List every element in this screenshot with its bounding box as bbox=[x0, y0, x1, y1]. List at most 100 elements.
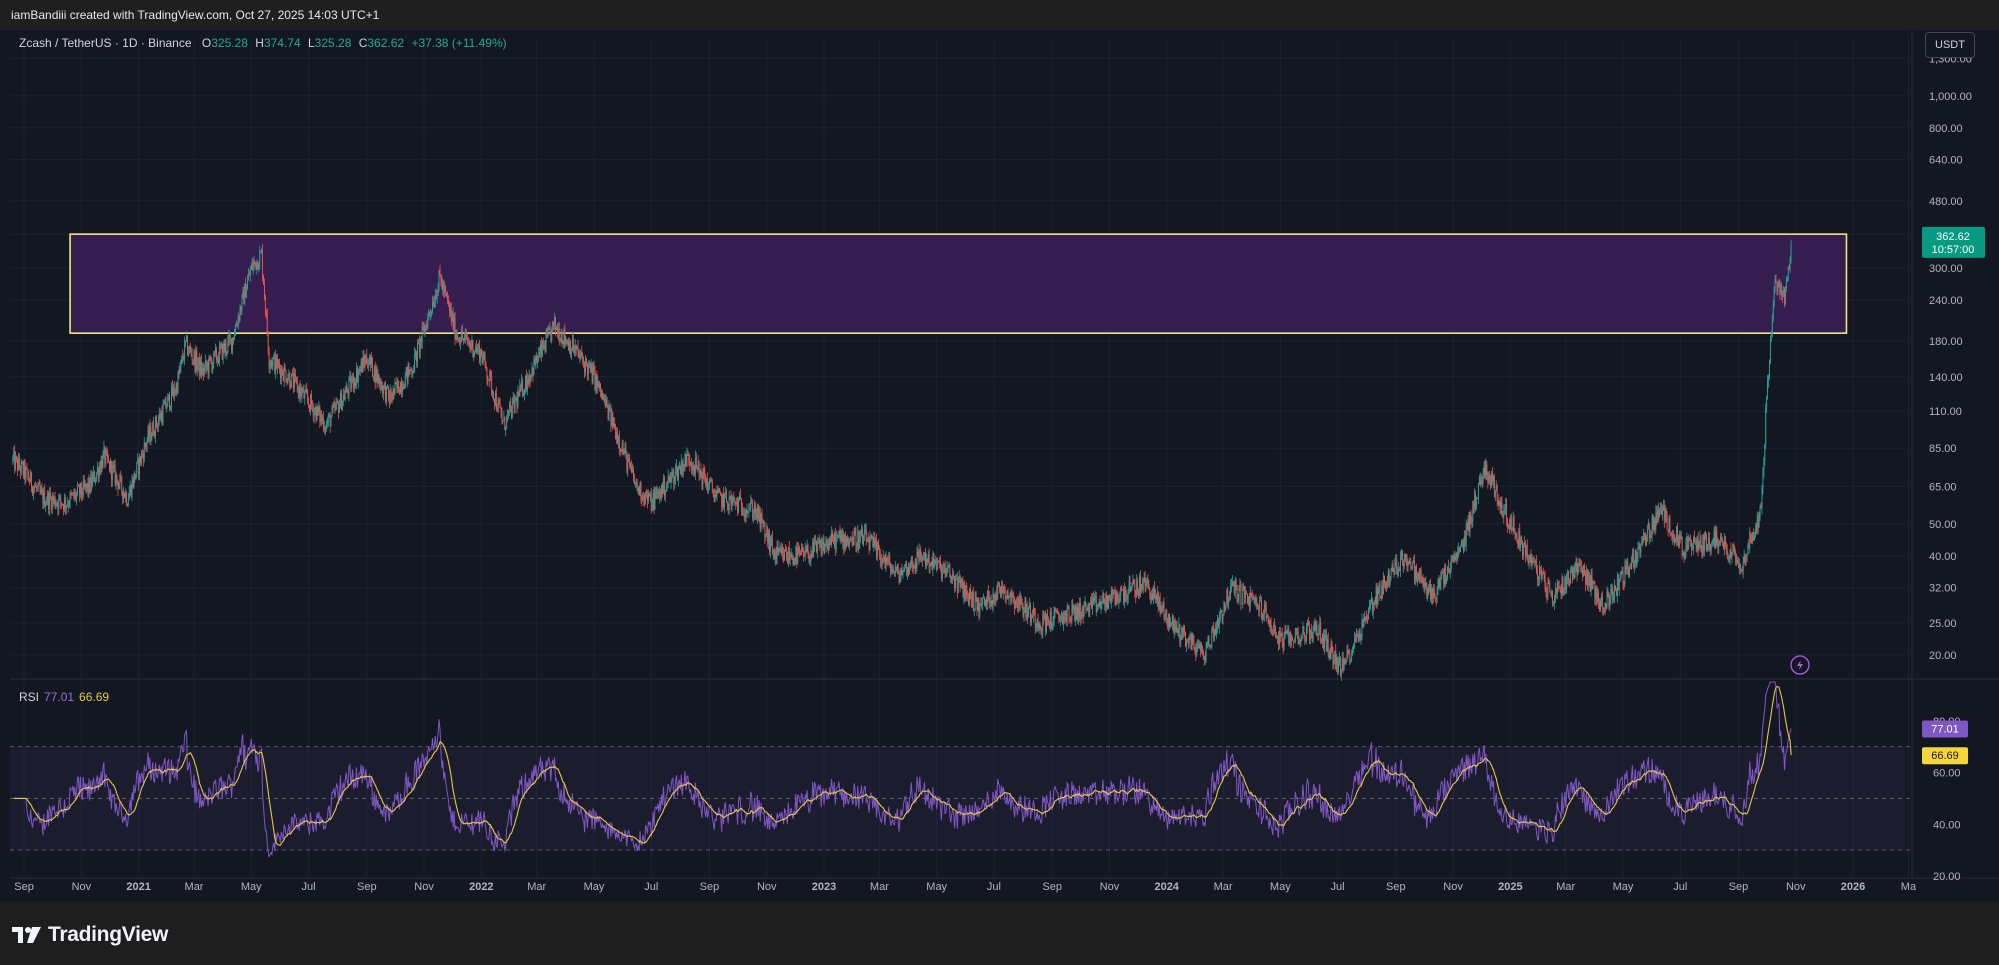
candle-body bbox=[637, 487, 639, 491]
candle-body bbox=[1487, 474, 1489, 483]
candle-body bbox=[1191, 634, 1193, 650]
candle-body bbox=[888, 556, 890, 562]
candle-body bbox=[1244, 589, 1246, 598]
candle-body bbox=[897, 565, 899, 575]
candle-body bbox=[667, 476, 669, 484]
candle-body bbox=[965, 585, 967, 602]
candle-body bbox=[1535, 561, 1537, 563]
candle-body bbox=[188, 346, 190, 353]
candle-body bbox=[1436, 589, 1438, 599]
candle-body bbox=[813, 541, 815, 553]
candle-body bbox=[1392, 566, 1394, 571]
candle-body bbox=[1051, 627, 1053, 629]
candle-body bbox=[918, 555, 920, 560]
candle-body bbox=[322, 418, 324, 421]
candle-body bbox=[1616, 575, 1618, 596]
candle-body bbox=[816, 541, 817, 552]
candle-body bbox=[388, 394, 390, 404]
candle-body bbox=[1588, 571, 1590, 580]
tradingview-logo[interactable]: TradingView bbox=[12, 922, 168, 948]
candle-body bbox=[1261, 600, 1262, 619]
candle-body bbox=[1094, 596, 1096, 598]
symbol-legend[interactable]: Zcash / TetherUS · 1D · Binance O325.28 … bbox=[19, 36, 511, 50]
candle-body bbox=[1227, 589, 1229, 604]
candle-body bbox=[543, 345, 545, 348]
candle-body bbox=[687, 453, 689, 455]
price-tick-label: 20.00 bbox=[1929, 650, 1957, 662]
candle-body bbox=[84, 483, 86, 487]
candle-body bbox=[604, 397, 606, 407]
candle-body bbox=[1296, 631, 1298, 633]
candle-body bbox=[1255, 598, 1257, 602]
candle-body bbox=[1143, 576, 1145, 581]
candle-body bbox=[1233, 585, 1235, 594]
candle-body bbox=[13, 451, 15, 458]
candle-body bbox=[595, 374, 597, 389]
candle-body bbox=[1695, 542, 1697, 550]
candle-body bbox=[229, 335, 231, 339]
candle-body bbox=[1673, 534, 1675, 537]
candle-body bbox=[766, 529, 768, 535]
candle-body bbox=[1129, 580, 1131, 591]
candle-body bbox=[41, 490, 43, 492]
candle-body bbox=[1263, 604, 1265, 615]
candle-body bbox=[1706, 537, 1708, 550]
candle-body bbox=[162, 405, 164, 423]
symbol-name[interactable]: Zcash / TetherUS · 1D · Binance bbox=[19, 36, 192, 50]
candle-body bbox=[1557, 581, 1559, 587]
candle-body bbox=[372, 376, 374, 379]
candle-body bbox=[703, 467, 705, 473]
time-tick-label: May bbox=[1270, 881, 1291, 893]
currency-button[interactable]: USDT bbox=[1925, 32, 1975, 58]
candle-body bbox=[324, 428, 325, 430]
candle-body bbox=[1461, 541, 1462, 547]
candle-body bbox=[939, 561, 941, 568]
candle-body bbox=[803, 555, 805, 557]
candle-body bbox=[950, 575, 952, 582]
candle-body bbox=[832, 538, 834, 543]
candle-body bbox=[709, 479, 711, 481]
price-tick-label: 110.00 bbox=[1929, 406, 1962, 418]
candle-body bbox=[1346, 649, 1348, 662]
candle-body bbox=[1006, 590, 1008, 598]
candle-body bbox=[94, 471, 95, 483]
candle-body bbox=[143, 443, 145, 461]
candle-body bbox=[1269, 620, 1271, 627]
candle-body bbox=[363, 356, 365, 362]
candle-body bbox=[1350, 658, 1352, 660]
candle-body bbox=[1001, 586, 1003, 593]
candle-body bbox=[1469, 511, 1471, 533]
candle-body bbox=[137, 458, 139, 463]
candle-body bbox=[939, 560, 940, 562]
candle-body bbox=[984, 597, 986, 606]
candle-body bbox=[1174, 620, 1176, 631]
candle-body bbox=[85, 483, 87, 488]
candle-body bbox=[1554, 588, 1556, 599]
candle-body bbox=[568, 341, 570, 351]
candle-body bbox=[252, 264, 254, 270]
candle-body bbox=[1108, 595, 1110, 597]
candle-body bbox=[1130, 589, 1132, 591]
candle-body bbox=[619, 448, 621, 451]
candle-body bbox=[1686, 537, 1688, 545]
candle-body bbox=[1705, 533, 1707, 538]
candle-body bbox=[844, 534, 846, 548]
chart-frame[interactable] bbox=[0, 30, 1999, 902]
rsi-legend[interactable]: RSI 77.01 66.69 bbox=[19, 690, 109, 704]
candle-body bbox=[1121, 586, 1123, 590]
candle-body bbox=[263, 284, 265, 298]
candle-body bbox=[1368, 609, 1370, 619]
candle-body bbox=[249, 269, 251, 276]
candle-body bbox=[442, 283, 444, 290]
time-tick-label: May bbox=[584, 881, 605, 893]
candle-body bbox=[1381, 585, 1383, 599]
rsi-label[interactable]: RSI bbox=[19, 690, 40, 704]
candle-body bbox=[1167, 618, 1169, 628]
candle-body bbox=[1664, 509, 1666, 522]
candle-body bbox=[73, 492, 75, 498]
candle-body bbox=[1046, 613, 1047, 632]
candle-body bbox=[248, 274, 250, 276]
candle-body bbox=[114, 465, 116, 484]
candle-body bbox=[1562, 578, 1564, 594]
